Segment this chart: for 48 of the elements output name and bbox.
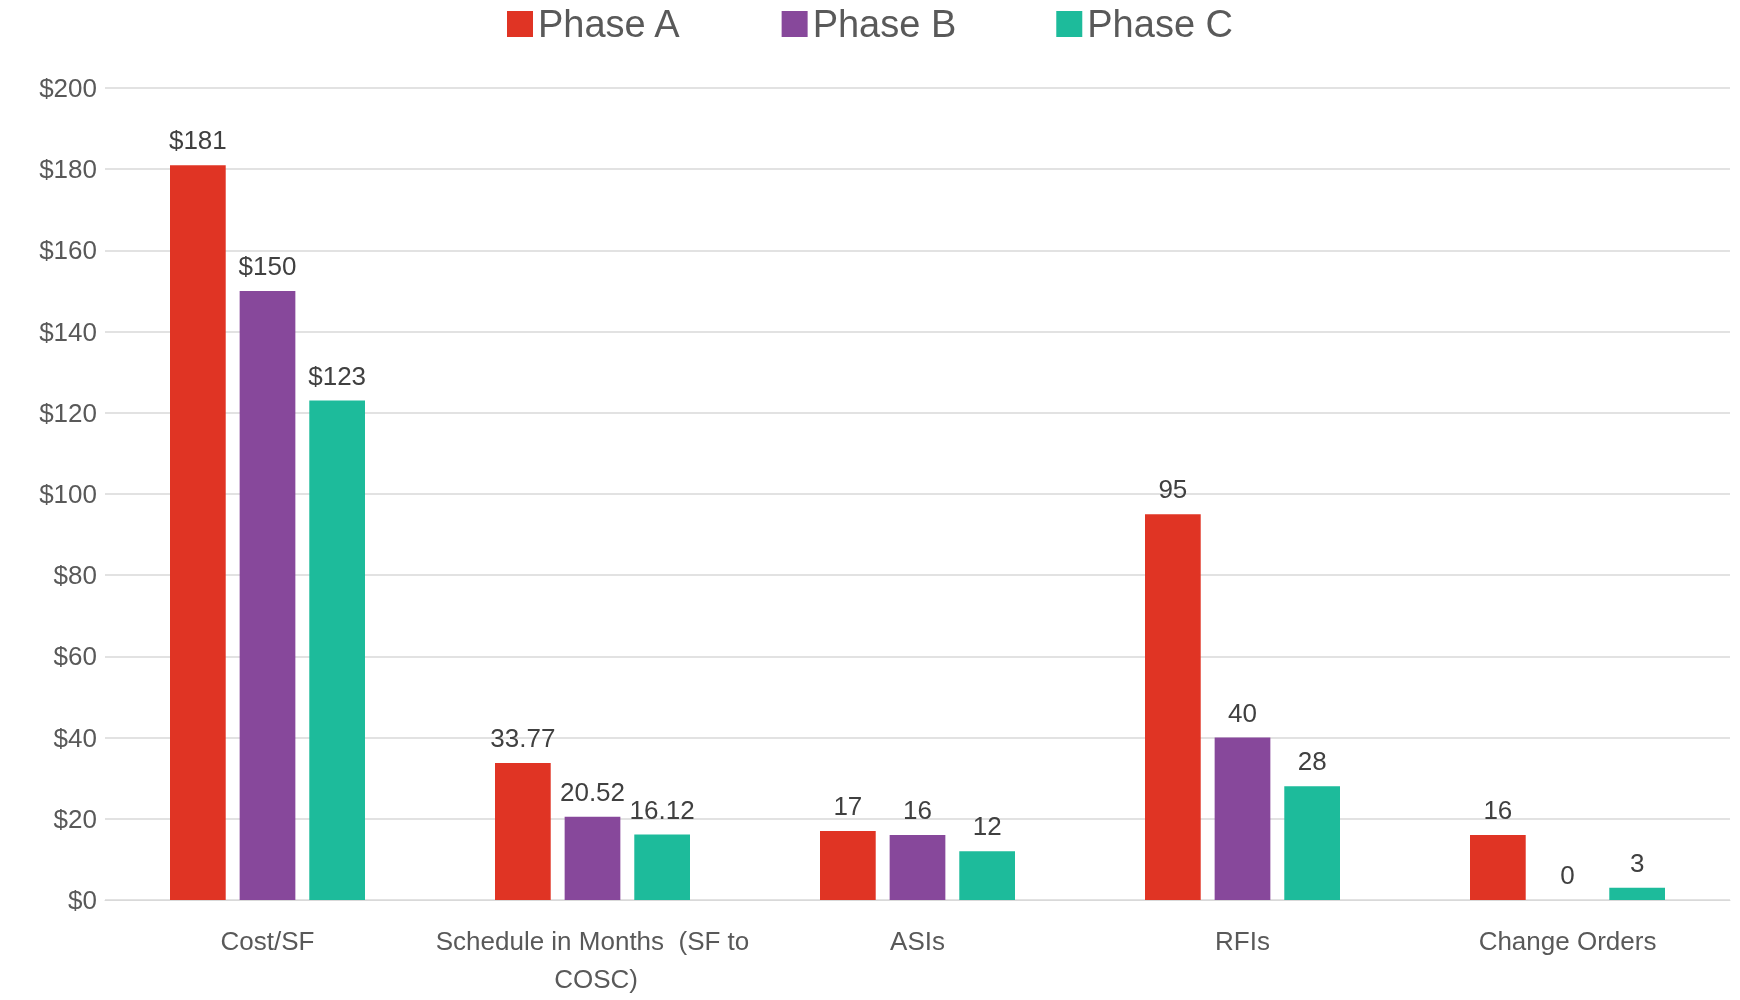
legend-label: Phase C [1087,3,1234,45]
bar [1470,835,1526,900]
y-tick-label: $60 [53,641,97,672]
bar [959,851,1015,900]
legend-label: Phase B [812,3,957,45]
x-tick-label: RFIs [1215,926,1270,956]
y-tick-label: $100 [39,479,97,509]
data-label: 16 [903,795,932,826]
data-label: 95 [1158,474,1188,505]
x-tick-label: Schedule in Months (SF to COSC) [435,926,750,994]
bar [889,835,946,900]
data-label: 28 [1297,746,1327,777]
x-tick-label: Change Orders [1478,926,1657,956]
bar [820,830,876,900]
bar [1145,514,1201,900]
data-label: 17 [833,790,863,821]
data-label: $181 [168,125,227,156]
bar [170,165,226,900]
data-label: $123 [308,360,367,391]
data-label: 0 [1560,860,1575,890]
bar [1284,786,1340,900]
y-tick-label: $140 [39,316,97,347]
bar [1214,737,1271,900]
bar [634,834,690,900]
y-tick-label: $20 [53,803,97,834]
y-tick-label: $0 [68,885,97,915]
legend-label: Phase A [537,3,681,45]
data-label: 12 [972,811,1002,842]
bar [309,400,365,900]
data-label: 16.12 [629,794,695,825]
bar [1609,887,1665,900]
y-tick-label: $180 [39,154,97,185]
y-tick-label: $160 [39,235,97,266]
data-label: $150 [238,251,297,281]
y-tick-label: $200 [39,73,97,103]
bar [239,291,296,900]
x-tick-label: ASIs [890,926,945,956]
data-label: 3 [1629,847,1645,878]
bar [495,762,551,900]
data-label: 16 [1483,795,1513,826]
data-label: 20.52 [559,776,626,807]
data-label: 40 [1228,697,1257,728]
y-tick-label: $80 [53,560,97,591]
y-tick-label: $40 [53,722,97,753]
x-tick-label: Cost/SF [220,926,315,956]
data-label: 33.77 [490,722,556,753]
bar [564,816,621,900]
y-tick-label: $120 [39,397,97,428]
